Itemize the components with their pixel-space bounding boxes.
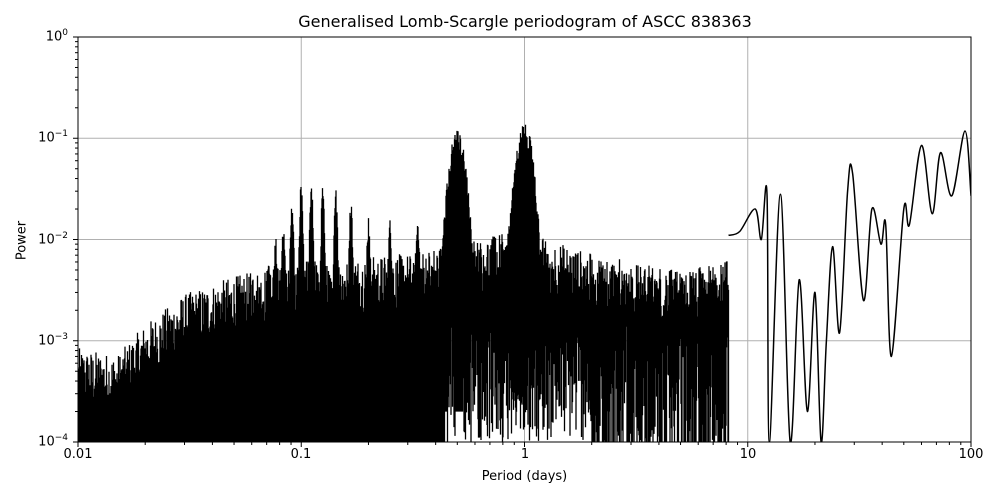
y-axis-label: Power (14, 220, 30, 261)
x-tick-label: 10 (739, 447, 757, 462)
x-axis-label: Period (days) (481, 469, 568, 484)
periodogram-curve (78, 124, 971, 442)
x-tick-label: 0.1 (290, 447, 312, 462)
y-tick-label: 100 (45, 28, 68, 45)
x-tick-label: 100 (958, 447, 984, 462)
y-tick-label: 10−2 (38, 231, 68, 248)
x-tick-label: 1 (520, 447, 530, 462)
x-tick-label: 0.01 (63, 447, 93, 462)
axis-ticks (73, 36, 972, 447)
chart-title: Generalised Lomb-Scargle periodogram of … (298, 12, 752, 31)
y-tick-label: 10−3 (38, 332, 68, 349)
y-tick-label: 10−4 (38, 433, 68, 450)
y-tick-label: 10−1 (38, 129, 68, 146)
